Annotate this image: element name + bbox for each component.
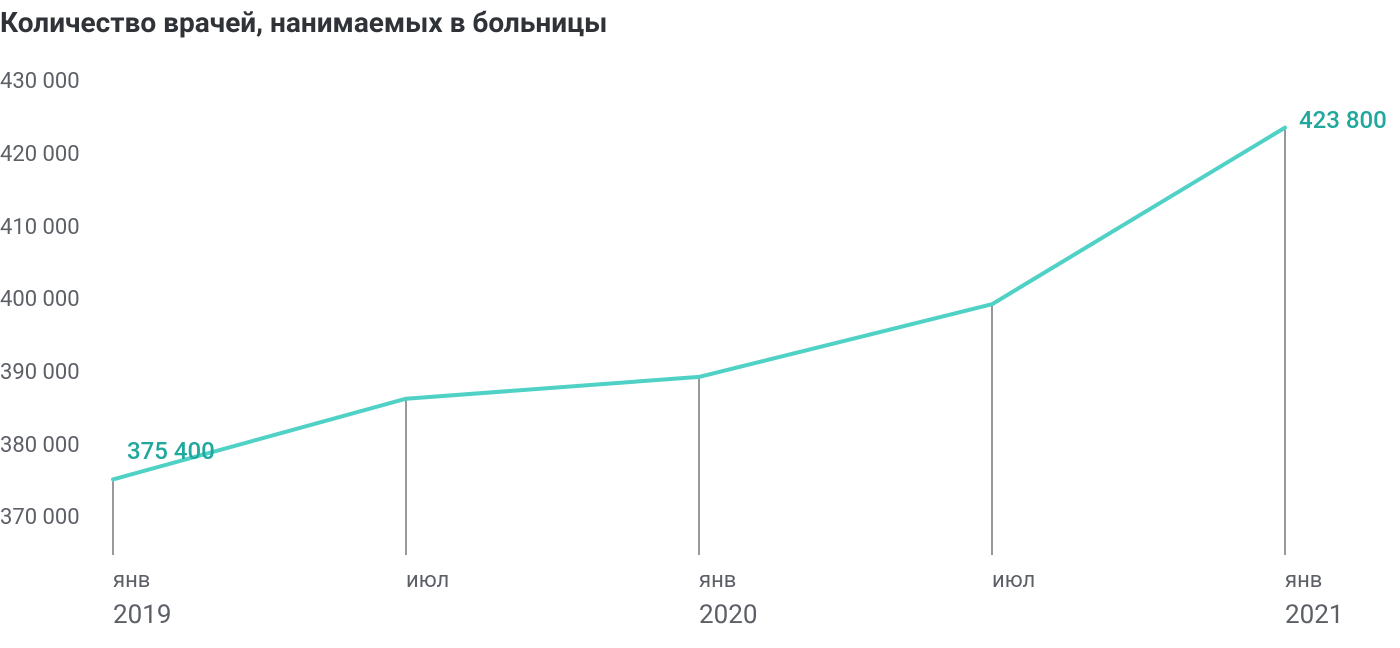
y-tick-label: 410 000 bbox=[0, 215, 80, 240]
plot-svg bbox=[0, 0, 1400, 648]
chart-title: Количество врачей, нанимаемых в больницы bbox=[0, 6, 607, 39]
x-tick-month: янв bbox=[113, 568, 150, 593]
value-callout: 375 400 bbox=[127, 437, 215, 465]
y-tick-label: 390 000 bbox=[0, 360, 80, 385]
x-tick-month: янв bbox=[1285, 568, 1322, 593]
x-tick-year: 2019 bbox=[113, 600, 171, 630]
x-tick-month: янв bbox=[699, 568, 736, 593]
line-chart: Количество врачей, нанимаемых в больницы… bbox=[0, 0, 1400, 648]
y-tick-label: 430 000 bbox=[0, 69, 80, 94]
y-tick-label: 400 000 bbox=[0, 287, 80, 312]
x-tick-year: 2020 bbox=[699, 600, 757, 630]
y-tick-label: 380 000 bbox=[0, 433, 80, 458]
x-tick-month: июл bbox=[406, 568, 449, 593]
value-callout: 423 800 bbox=[1299, 106, 1387, 134]
y-tick-label: 420 000 bbox=[0, 142, 80, 167]
x-tick-month: июл bbox=[992, 568, 1035, 593]
x-tick-year: 2021 bbox=[1285, 600, 1343, 630]
y-tick-label: 370 000 bbox=[0, 505, 80, 530]
